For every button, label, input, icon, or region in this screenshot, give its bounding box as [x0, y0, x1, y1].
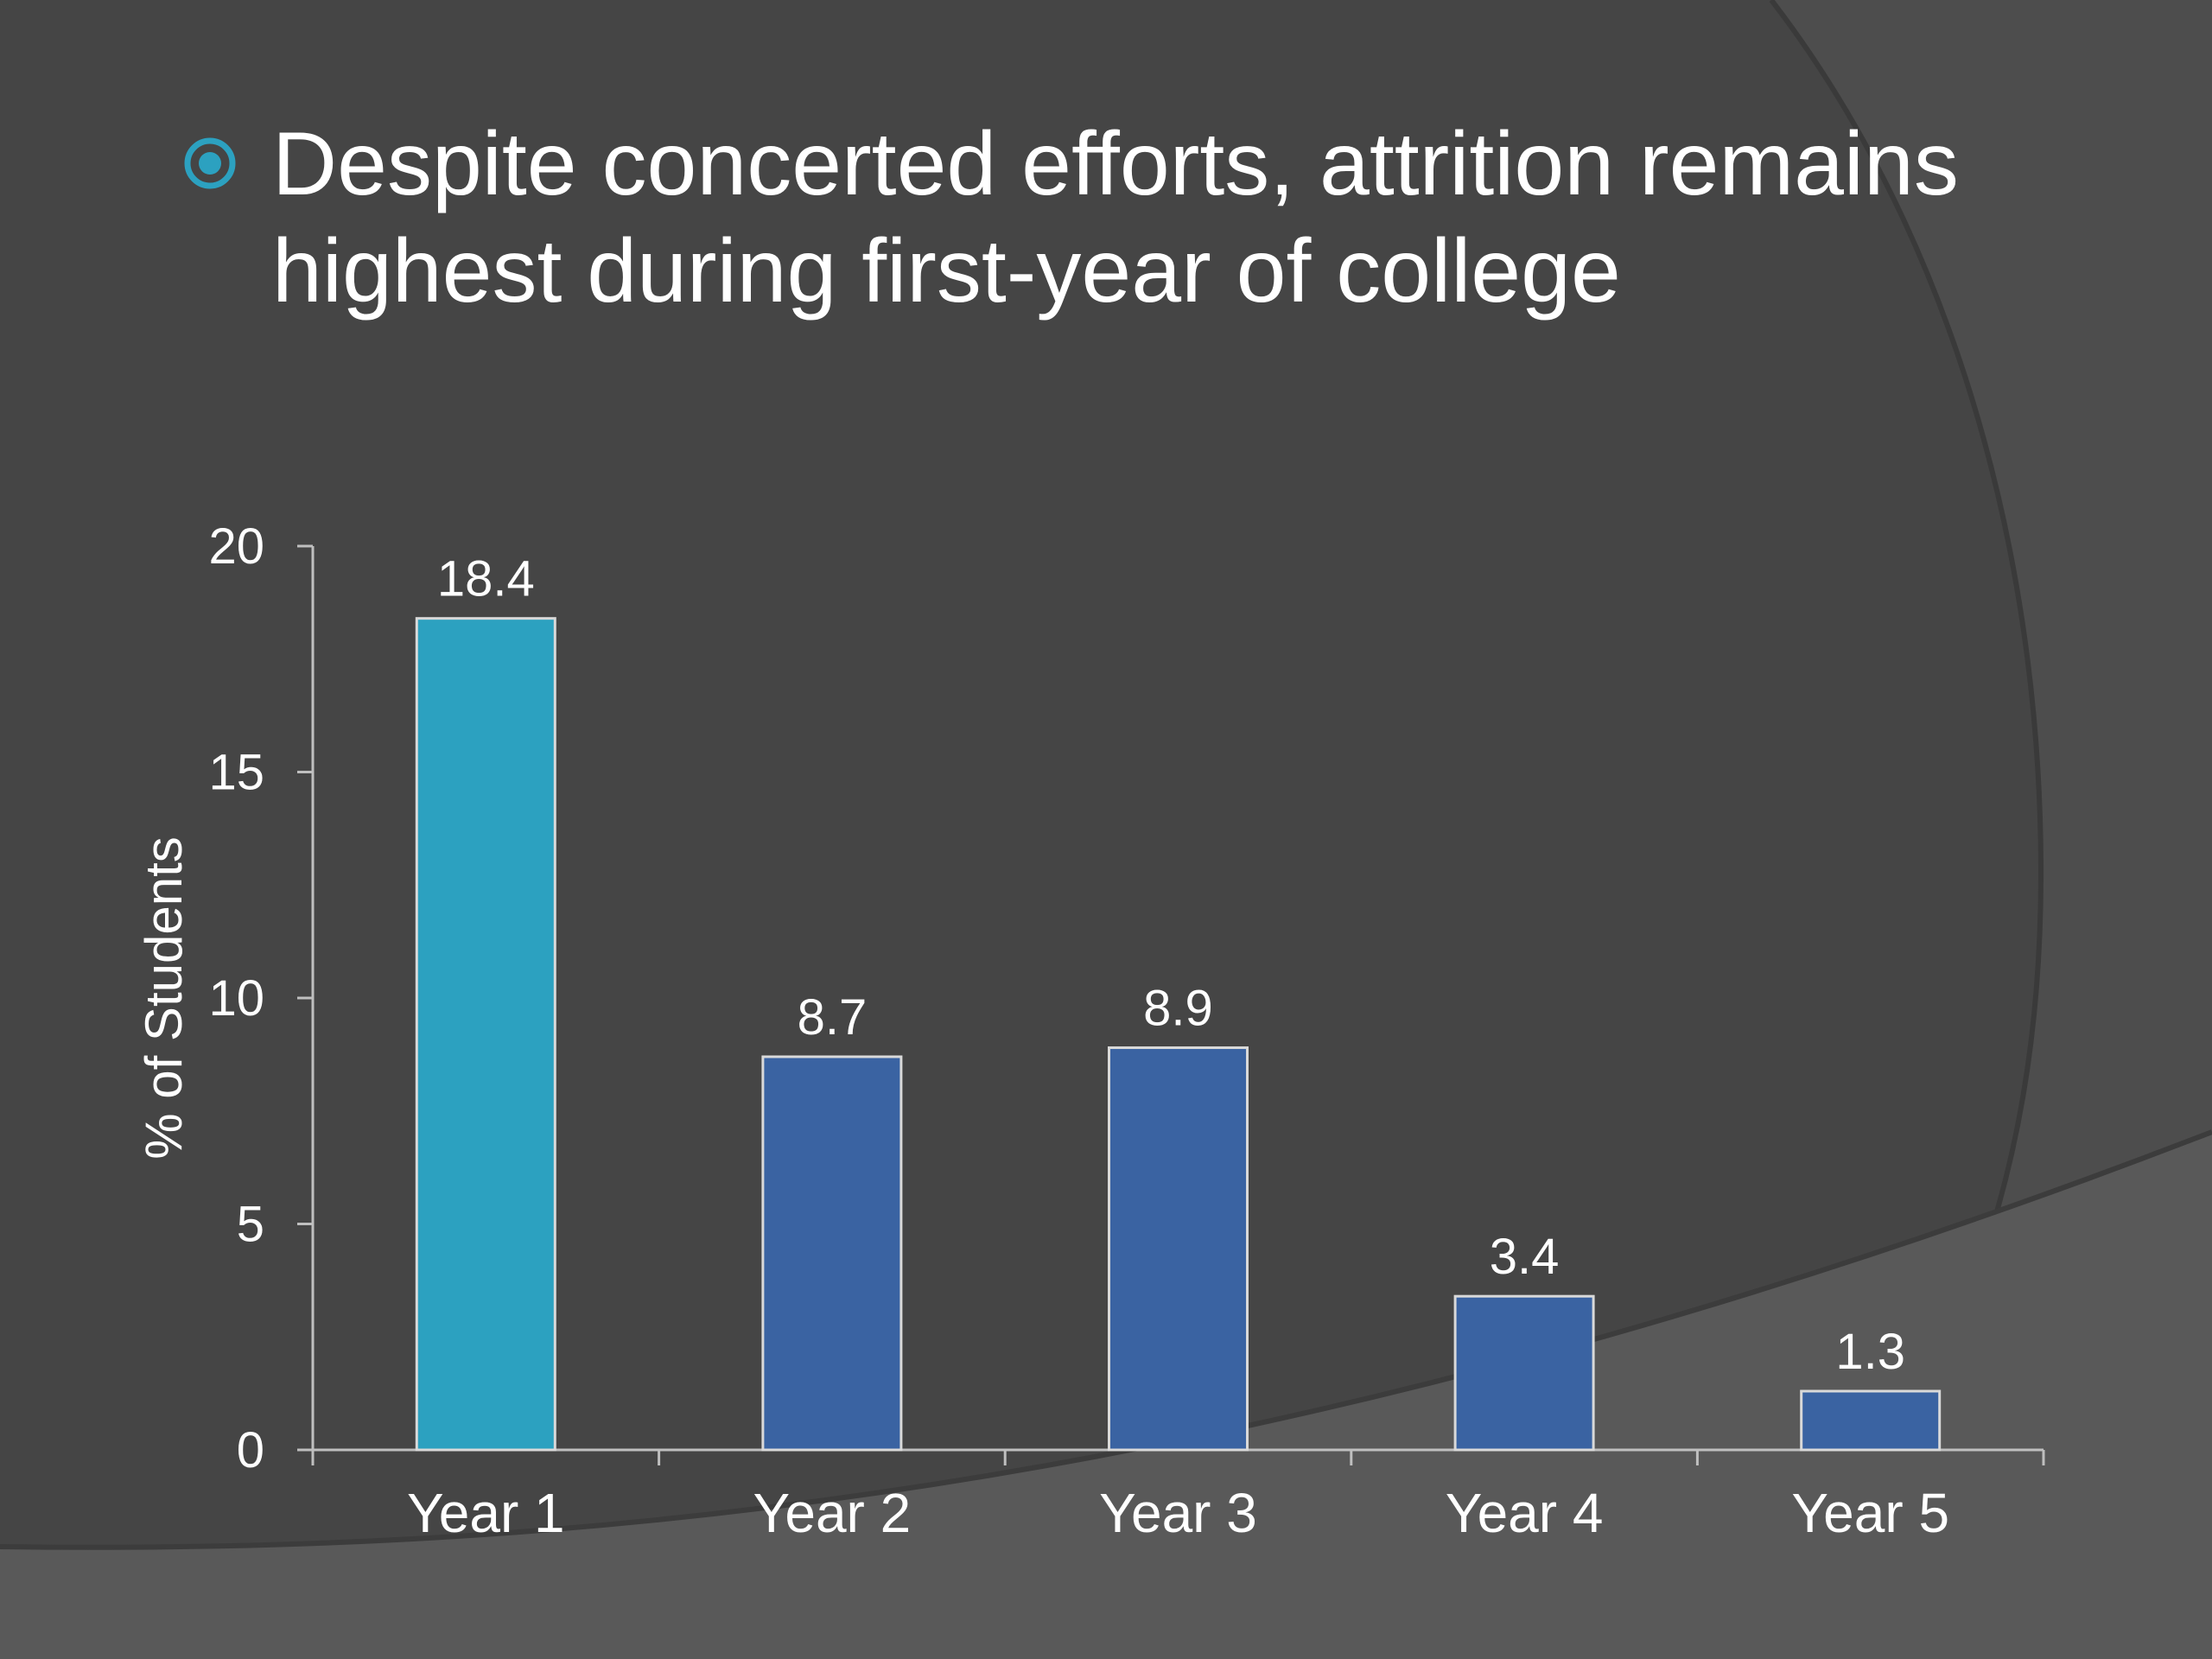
y-axis-label: % of Students: [135, 836, 193, 1160]
x-category-label: Year 2: [753, 1482, 912, 1544]
bar-year-2: [761, 1055, 903, 1452]
y-tick-label: 15: [208, 745, 264, 801]
y-tick-label: 0: [237, 1422, 264, 1478]
bar-year-3: [1108, 1046, 1249, 1452]
data-label: 18.4: [437, 551, 535, 607]
slide-title-line-1: Despite concerted efforts, attrition rem…: [272, 114, 1959, 214]
y-tick-label: 10: [208, 970, 264, 1027]
data-label: 8.9: [1143, 981, 1213, 1037]
y-axis: 0 5 10 15 20: [208, 518, 315, 1478]
bar-year-1: [415, 617, 556, 1452]
value-labels: 18.4 8.7 8.9 3.4 1.3: [437, 551, 1905, 1380]
x-category-label: Year 4: [1446, 1482, 1604, 1544]
bar-year-5: [1800, 1389, 1942, 1452]
data-label: 1.3: [1835, 1324, 1905, 1380]
data-label: 3.4: [1490, 1229, 1560, 1285]
x-axis: Year 1 Year 2 Year 3 Year 4 Year 5: [311, 1448, 2045, 1544]
y-tick-label: 20: [208, 518, 264, 575]
bars: [415, 617, 1942, 1452]
x-category-label: Year 3: [1099, 1482, 1257, 1544]
circle-target-icon: [184, 137, 236, 189]
data-label: 8.7: [798, 989, 868, 1046]
bar-year-4: [1453, 1294, 1595, 1452]
slide-title-line-2: highest during first-year of college: [272, 221, 1621, 321]
x-category-label: Year 1: [407, 1482, 565, 1544]
slide-title: Despite concerted efforts, attrition rem…: [272, 111, 2087, 325]
y-tick-label: 5: [237, 1197, 264, 1253]
x-category-label: Year 5: [1791, 1482, 1949, 1544]
